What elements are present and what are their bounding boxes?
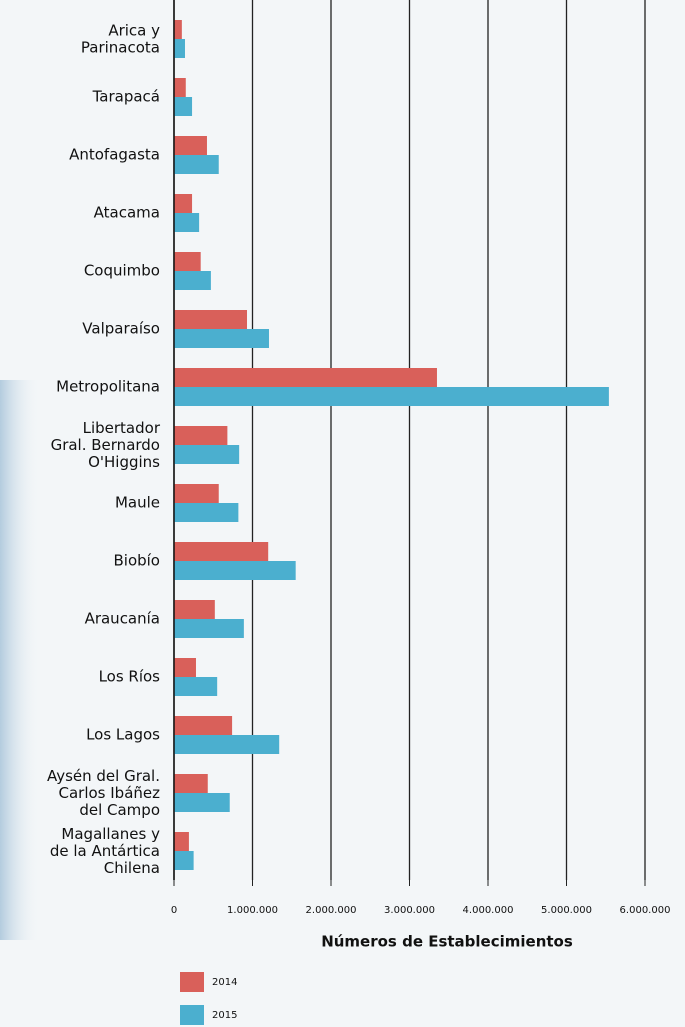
bar bbox=[174, 774, 208, 793]
y-tick-label: Valparaíso bbox=[82, 320, 160, 338]
map-edge bbox=[0, 380, 40, 940]
bar bbox=[174, 155, 219, 174]
y-tick-label: Atacama bbox=[94, 204, 160, 222]
x-tick-label: 2.000.000 bbox=[306, 905, 357, 916]
bar bbox=[174, 619, 244, 638]
y-tick-label: Coquimbo bbox=[84, 262, 160, 280]
bar bbox=[174, 484, 219, 503]
bar bbox=[174, 793, 230, 812]
y-tick-label: Antofagasta bbox=[69, 146, 160, 164]
y-tick-label: Tarapacá bbox=[92, 88, 160, 106]
bar bbox=[174, 97, 192, 116]
x-axis-title: Números de Establecimientos bbox=[321, 933, 573, 951]
x-tick-label: 0 bbox=[171, 905, 177, 916]
bar bbox=[174, 252, 201, 271]
y-tick-label: Metropolitana bbox=[56, 378, 160, 396]
bar bbox=[174, 600, 215, 619]
bar bbox=[174, 271, 211, 290]
bar bbox=[174, 542, 268, 561]
bar bbox=[174, 426, 227, 445]
legend-swatch bbox=[180, 972, 204, 992]
bar bbox=[174, 136, 207, 155]
bar bbox=[174, 832, 189, 851]
bar bbox=[174, 445, 239, 464]
chart: Números de Establecimientos 0 1.000.000 2.… bbox=[0, 0, 685, 1027]
y-tick-label: Maule bbox=[115, 494, 160, 512]
bar bbox=[174, 310, 247, 329]
y-tick-label: Biobío bbox=[113, 552, 160, 570]
bar bbox=[174, 39, 185, 58]
bar bbox=[174, 716, 232, 735]
bar bbox=[174, 561, 296, 580]
bar bbox=[174, 387, 609, 406]
bar bbox=[174, 735, 279, 754]
x-tick-label: 3.000.000 bbox=[384, 905, 435, 916]
legend-label: 2015 bbox=[212, 1010, 237, 1021]
x-tick-label: 4.000.000 bbox=[463, 905, 514, 916]
y-tick-label: Los Lagos bbox=[86, 726, 160, 744]
y-tick-label: Los Ríos bbox=[99, 668, 161, 686]
x-tick-label: 1.000.000 bbox=[227, 905, 278, 916]
y-tick-label: Araucanía bbox=[85, 610, 160, 628]
bar bbox=[174, 368, 437, 387]
bar bbox=[174, 194, 192, 213]
bar bbox=[174, 20, 182, 39]
bar bbox=[174, 658, 196, 677]
bar bbox=[174, 329, 269, 348]
bar bbox=[174, 851, 194, 870]
legend-label: 2014 bbox=[212, 977, 237, 988]
legend-swatch bbox=[180, 1005, 204, 1025]
x-tick-label: 5.000.000 bbox=[541, 905, 592, 916]
x-tick-label: 6.000.000 bbox=[620, 905, 671, 916]
bar bbox=[174, 78, 186, 97]
bar bbox=[174, 213, 199, 232]
bar bbox=[174, 503, 238, 522]
bar bbox=[174, 677, 217, 696]
